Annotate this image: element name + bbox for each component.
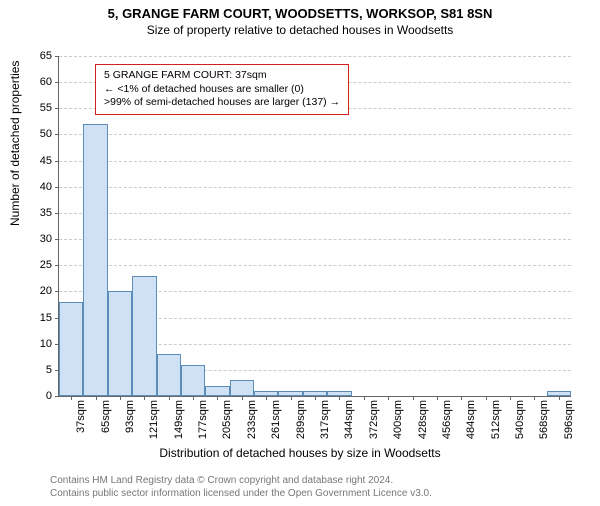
xtick-mark — [413, 396, 414, 400]
xtick-label: 93sqm — [124, 400, 136, 433]
gridline — [59, 213, 571, 214]
gridline — [59, 239, 571, 240]
xtick-mark — [144, 396, 145, 400]
xtick-mark — [315, 396, 316, 400]
xtick-mark — [71, 396, 72, 400]
ytick-label: 40 — [22, 181, 52, 193]
xtick-mark — [339, 396, 340, 400]
ytick-label: 60 — [22, 76, 52, 88]
xtick-mark — [486, 396, 487, 400]
ytick-mark — [55, 239, 59, 240]
ytick-mark — [55, 56, 59, 57]
xtick-label: 149sqm — [173, 400, 185, 439]
histogram-bar — [230, 380, 254, 396]
ytick-mark — [55, 82, 59, 83]
ytick-mark — [55, 108, 59, 109]
ytick-label: 15 — [22, 312, 52, 324]
ytick-label: 30 — [22, 233, 52, 245]
x-axis-label: Distribution of detached houses by size … — [0, 446, 600, 460]
xtick-label: 596sqm — [563, 400, 575, 439]
xtick-label: 205sqm — [221, 400, 233, 439]
chart-title: 5, GRANGE FARM COURT, WOODSETTS, WORKSOP… — [0, 6, 600, 21]
gridline — [59, 134, 571, 135]
xtick-mark — [437, 396, 438, 400]
xtick-label: 540sqm — [514, 400, 526, 439]
annotation-line1: 5 GRANGE FARM COURT: 37sqm — [104, 69, 340, 83]
ytick-label: 35 — [22, 207, 52, 219]
annotation-box: 5 GRANGE FARM COURT: 37sqm ← <1% of deta… — [95, 64, 349, 115]
y-axis-label: Number of detached properties — [8, 61, 22, 226]
histogram-bar — [132, 276, 156, 396]
ytick-mark — [55, 396, 59, 397]
histogram-bar — [83, 124, 107, 396]
xtick-mark — [364, 396, 365, 400]
chart-container: 5, GRANGE FARM COURT, WOODSETTS, WORKSOP… — [0, 6, 600, 506]
xtick-mark — [534, 396, 535, 400]
xtick-label: 372sqm — [368, 400, 380, 439]
xtick-mark — [169, 396, 170, 400]
xtick-mark — [242, 396, 243, 400]
ytick-mark — [55, 134, 59, 135]
xtick-mark — [291, 396, 292, 400]
ytick-label: 10 — [22, 338, 52, 350]
ytick-label: 0 — [22, 390, 52, 402]
xtick-label: 317sqm — [319, 400, 331, 439]
footer-line2: Contains public sector information licen… — [50, 487, 432, 500]
ytick-mark — [55, 213, 59, 214]
xtick-label: 568sqm — [538, 400, 550, 439]
ytick-mark — [55, 291, 59, 292]
chart-subtitle: Size of property relative to detached ho… — [0, 23, 600, 37]
histogram-bar — [108, 291, 132, 396]
xtick-label: 484sqm — [465, 400, 477, 439]
xtick-label: 37sqm — [75, 400, 87, 433]
xtick-label: 456sqm — [441, 400, 453, 439]
xtick-label: 177sqm — [197, 400, 209, 439]
histogram-bar — [59, 302, 83, 396]
ytick-label: 5 — [22, 364, 52, 376]
xtick-mark — [266, 396, 267, 400]
xtick-mark — [510, 396, 511, 400]
xtick-label: 121sqm — [148, 400, 160, 439]
xtick-label: 289sqm — [295, 400, 307, 439]
xtick-label: 400sqm — [392, 400, 404, 439]
xtick-mark — [193, 396, 194, 400]
ytick-label: 65 — [22, 50, 52, 62]
annotation-line2: ← <1% of detached houses are smaller (0) — [104, 83, 340, 97]
footer-attribution: Contains HM Land Registry data © Crown c… — [50, 474, 432, 500]
xtick-mark — [120, 396, 121, 400]
gridline — [59, 265, 571, 266]
xtick-label: 261sqm — [270, 400, 282, 439]
ytick-mark — [55, 187, 59, 188]
ytick-label: 50 — [22, 128, 52, 140]
xtick-mark — [461, 396, 462, 400]
ytick-label: 20 — [22, 285, 52, 297]
gridline — [59, 161, 571, 162]
xtick-mark — [388, 396, 389, 400]
footer-line1: Contains HM Land Registry data © Crown c… — [50, 474, 432, 487]
ytick-label: 45 — [22, 155, 52, 167]
ytick-label: 25 — [22, 259, 52, 271]
xtick-label: 428sqm — [417, 400, 429, 439]
histogram-bar — [205, 386, 229, 396]
ytick-mark — [55, 265, 59, 266]
ytick-mark — [55, 161, 59, 162]
xtick-label: 344sqm — [343, 400, 355, 439]
ytick-label: 55 — [22, 102, 52, 114]
xtick-mark — [96, 396, 97, 400]
xtick-mark — [559, 396, 560, 400]
histogram-bar — [181, 365, 205, 396]
annotation-line3: >99% of semi-detached houses are larger … — [104, 96, 340, 110]
xtick-label: 512sqm — [490, 400, 502, 439]
gridline — [59, 56, 571, 57]
xtick-mark — [217, 396, 218, 400]
histogram-bar — [157, 354, 181, 396]
gridline — [59, 187, 571, 188]
xtick-label: 65sqm — [100, 400, 112, 433]
xtick-label: 233sqm — [246, 400, 258, 439]
